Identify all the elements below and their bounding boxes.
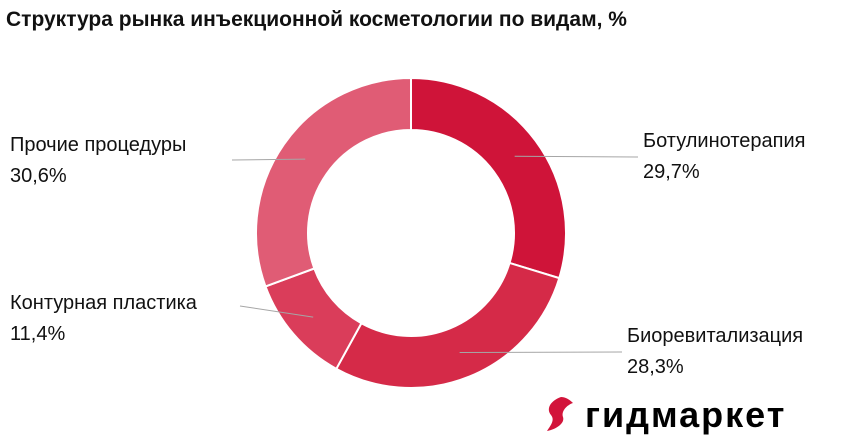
logo-icon: [547, 397, 573, 431]
value-label: 29,7%: [643, 161, 700, 183]
label-contour: Контурная пластика 11,4%: [10, 288, 197, 350]
leader-lines: [231, 155, 639, 353]
chart-title: Структура рынка инъекционной косметологи…: [6, 8, 627, 31]
label-other: Прочие процедуры 30,6%: [10, 130, 186, 192]
value-label: 11,4%: [10, 323, 66, 345]
slice-botulinum: [410, 76, 567, 280]
logo-wordmark: гидмаркет: [585, 394, 787, 435]
slice-biorevitalization: [334, 261, 561, 389]
value-label: 28,3%: [627, 356, 684, 378]
brand-logo: гидмаркет: [543, 393, 843, 437]
category-label: Ботулинотерапия: [643, 130, 806, 152]
label-biorevitalization: Биоревитализация 28,3%: [627, 321, 803, 383]
donut-slices: [255, 76, 567, 389]
leader-line: [239, 305, 314, 318]
slice-other: [255, 76, 412, 288]
label-botulinum: Ботулинотерапия 29,7%: [643, 126, 805, 188]
category-label: Контурная пластика: [10, 292, 197, 314]
category-label: Биоревитализация: [627, 325, 804, 347]
leader-line: [514, 155, 639, 158]
category-label: Прочие процедуры: [10, 134, 187, 156]
value-label: 30,6%: [10, 165, 67, 187]
leader-line: [231, 158, 306, 161]
